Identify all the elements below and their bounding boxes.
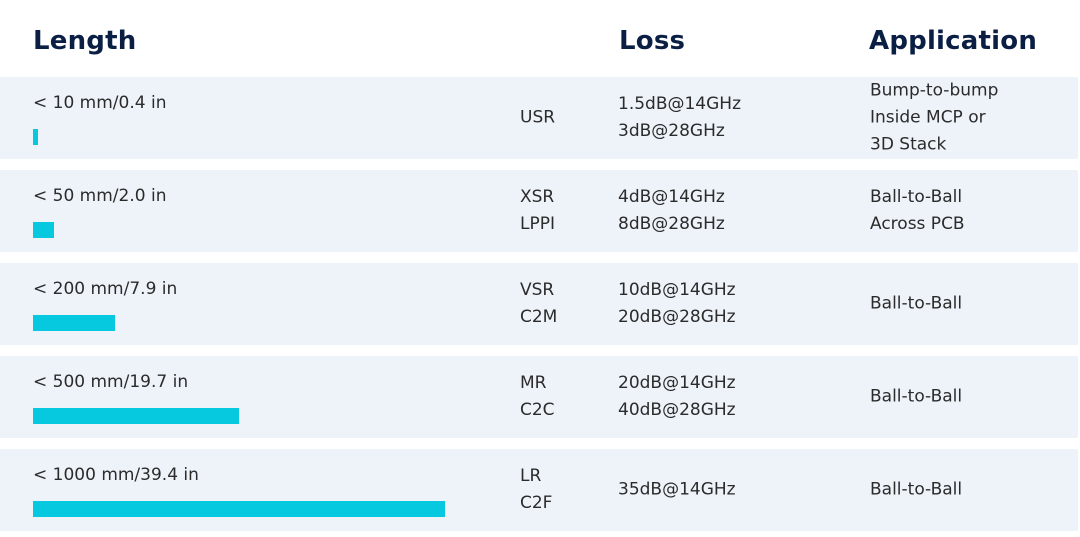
interface-code: C2C (520, 400, 555, 420)
interface-code-cell: MR C2C (520, 370, 555, 424)
length-label: < 500 mm/19.7 in (33, 372, 189, 392)
loss-value-cell: 4dB@14GHz 8dB@28GHz (618, 184, 725, 238)
application-text: Ball-to-Ball (870, 386, 963, 407)
application-text: 3D Stack (870, 134, 947, 155)
interface-code: VSR (520, 280, 555, 300)
interface-code-cell: USR (520, 105, 555, 132)
loss-value: 20dB@14GHz (618, 373, 736, 393)
interface-code: C2M (520, 307, 558, 327)
header-length: Length (33, 26, 137, 56)
table-row: < 500 mm/19.7 in MR C2C 20dB@14GHz 40dB@28GH… (0, 356, 1078, 438)
interface-code: LPPI (520, 214, 555, 234)
length-bar (33, 408, 239, 424)
interface-code: LR (520, 466, 542, 486)
application-text-cell: Ball-to-Ball (870, 384, 962, 411)
application-text: Ball-to-Ball (870, 293, 963, 314)
loss-value: 4dB@14GHz (618, 187, 725, 207)
interface-code: C2F (520, 493, 553, 513)
loss-value: 8dB@28GHz (618, 214, 725, 234)
application-text: Across PCB (870, 214, 965, 234)
application-text-cell: Ball-to-Ball Across PCB (870, 184, 965, 238)
length-bar (33, 129, 38, 145)
interface-code-cell: VSR C2M (520, 277, 557, 331)
application-text-cell: Bump-to-bump Inside MCP or 3D Stack (870, 78, 998, 159)
table-row: < 50 mm/2.0 in XSR LPPI 4dB@14GHz 8dB@28GHz B… (0, 170, 1078, 252)
header-application: Application (869, 26, 1038, 56)
application-text-cell: Ball-to-Ball (870, 477, 962, 504)
loss-value: 1.5dB@14GHz (618, 94, 742, 114)
application-text: Inside MCP or (870, 107, 986, 128)
table-row: < 1000 mm/39.4 in LR C2F 35dB@14GHz Ball-to-… (0, 449, 1078, 531)
length-label: < 200 mm/7.9 in (33, 279, 178, 299)
application-text-cell: Ball-to-Ball (870, 291, 962, 318)
loss-value-cell: 1.5dB@14GHz 3dB@28GHz (618, 91, 741, 145)
length-bar (33, 222, 54, 238)
loss-value: 10dB@14GHz (618, 280, 736, 300)
loss-value-cell: 20dB@14GHz 40dB@28GHz (618, 370, 736, 424)
loss-value: 20dB@28GHz (618, 307, 736, 327)
interface-code-cell: XSR LPPI (520, 184, 555, 238)
interface-code: USR (520, 107, 556, 128)
length-bar (33, 315, 116, 331)
application-text: Bump-to-bump (870, 80, 999, 101)
length-label: < 50 mm/2.0 in (33, 186, 167, 206)
interface-code: XSR (520, 187, 555, 207)
header-loss: Loss (619, 26, 686, 56)
loss-value: 40dB@28GHz (618, 400, 736, 420)
loss-value: 3dB@28GHz (618, 121, 725, 141)
length-label: < 1000 mm/39.4 in (33, 465, 199, 485)
table-row: < 200 mm/7.9 in VSR C2M 10dB@14GHz 20dB@28GH… (0, 263, 1078, 345)
length-label: < 10 mm/0.4 in (33, 93, 167, 113)
application-text: Ball-to-Ball (870, 479, 963, 500)
interface-code: MR (520, 373, 547, 393)
loss-value-cell: 10dB@14GHz 20dB@28GHz (618, 277, 736, 331)
length-bar (33, 501, 445, 517)
application-text: Ball-to-Ball (870, 187, 963, 207)
table-row: < 10 mm/0.4 in USR 1.5dB@14GHz 3dB@28GHz Bum… (0, 77, 1078, 159)
interface-code-cell: LR C2F (520, 463, 552, 517)
loss-value-cell: 35dB@14GHz (618, 477, 736, 504)
loss-value: 35dB@14GHz (618, 479, 736, 500)
